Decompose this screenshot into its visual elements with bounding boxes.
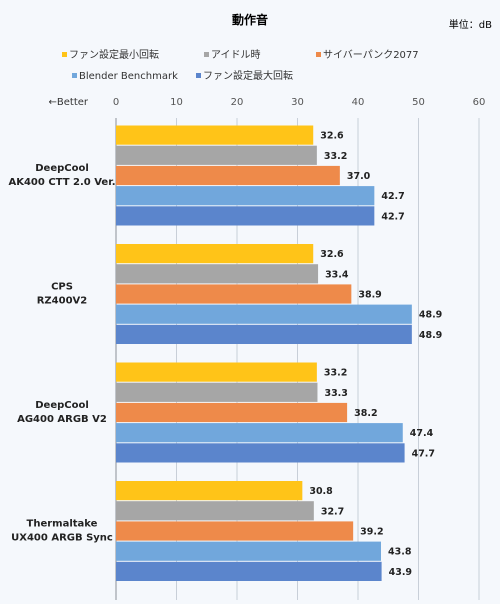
value-label-0-0: 32.6 — [320, 131, 344, 142]
value-label-1-0: 32.6 — [320, 249, 344, 260]
better-direction-label: ←Better — [49, 97, 89, 108]
x-tick-label: 60 — [473, 97, 486, 108]
value-label-3-3: 43.8 — [388, 547, 412, 558]
legend-label-0: ファン設定最小回転 — [69, 48, 159, 61]
legend-swatch-1 — [204, 52, 209, 57]
value-label-2-0: 33.2 — [324, 368, 347, 379]
x-tick-label: 50 — [412, 97, 425, 108]
category-label-2: DeepCool — [35, 400, 89, 411]
x-tick-label: 10 — [170, 97, 183, 108]
legend-swatch-3 — [72, 73, 77, 78]
value-label-0-4: 42.7 — [381, 211, 404, 222]
value-label-1-1: 33.4 — [325, 269, 349, 280]
legend-label-2: サイバーパンク2077 — [323, 49, 419, 61]
value-label-3-2: 39.2 — [360, 527, 383, 538]
bar-2-4 — [116, 443, 405, 463]
bar-0-4 — [116, 206, 375, 226]
value-label-2-3: 47.4 — [410, 428, 434, 439]
bar-2-3 — [116, 423, 403, 443]
value-label-3-1: 32.7 — [321, 506, 344, 517]
value-label-2-1: 33.3 — [324, 388, 347, 399]
category-label-3: UX400 ARGB Sync — [11, 533, 113, 544]
x-tick-label: 20 — [231, 97, 244, 108]
value-label-0-2: 37.0 — [347, 171, 371, 182]
bars — [116, 125, 412, 581]
bar-3-1 — [116, 501, 314, 521]
value-label-3-4: 43.9 — [389, 567, 412, 578]
x-tick-label: 30 — [291, 97, 304, 108]
bar-2-0 — [116, 362, 317, 382]
category-label-2: AG400 ARGB V2 — [17, 414, 107, 425]
bar-0-2 — [116, 165, 340, 186]
legend-swatch-2 — [316, 52, 321, 57]
category-label-3: Thermaltake — [27, 519, 98, 530]
bar-1-0 — [116, 244, 314, 264]
value-label-1-4: 48.9 — [419, 330, 442, 341]
bar-3-2 — [116, 521, 354, 541]
bar-0-3 — [116, 186, 375, 206]
value-label-2-2: 38.2 — [354, 408, 377, 419]
value-label-1-2: 38.9 — [358, 290, 381, 301]
category-label-0: AK400 CTT 2.0 Ver. — [8, 177, 115, 188]
value-label-1-3: 48.9 — [419, 310, 442, 321]
value-label-0-1: 33.2 — [324, 151, 347, 162]
bar-2-2 — [116, 402, 348, 423]
bar-3-4 — [116, 561, 382, 581]
legend: ファン設定最小回転 アイドル時 サイバーパンク2077 Blender Benchma… — [62, 48, 419, 82]
bar-1-4 — [116, 324, 412, 344]
x-axis-ticks: 0 10 20 30 40 50 60 — [113, 97, 486, 108]
value-labels: 32.633.237.042.742.732.633.438.948.948.9… — [309, 131, 442, 578]
category-label-1: RZ400V2 — [37, 296, 88, 307]
category-label-0: DeepCool — [35, 163, 89, 174]
value-label-0-3: 42.7 — [381, 191, 404, 202]
value-label-2-4: 47.7 — [412, 448, 435, 459]
bar-1-1 — [116, 264, 319, 284]
x-tick-label: 40 — [352, 97, 365, 108]
bar-3-3 — [116, 541, 381, 561]
bar-3-0 — [116, 481, 303, 501]
chart-title: 動作音 — [232, 12, 268, 27]
bar-1-3 — [116, 304, 412, 324]
value-label-3-0: 30.8 — [309, 486, 333, 497]
x-tick-label: 0 — [113, 97, 119, 108]
legend-label-1: アイドル時 — [211, 49, 261, 61]
category-label-1: CPS — [51, 282, 73, 293]
legend-label-3: Blender Benchmark — [79, 71, 178, 82]
bar-0-0 — [116, 125, 314, 145]
unit-label: 単位：dB — [449, 18, 492, 31]
bar-2-1 — [116, 382, 318, 402]
legend-swatch-4 — [196, 73, 201, 78]
legend-label-4: ファン設定最大回転 — [203, 69, 293, 82]
category-labels: DeepCool AK400 CTT 2.0 Ver. CPS RZ400V2 Deep… — [8, 163, 115, 544]
bar-1-2 — [116, 284, 352, 304]
legend-swatch-0 — [62, 52, 67, 57]
bar-0-1 — [116, 145, 317, 165]
